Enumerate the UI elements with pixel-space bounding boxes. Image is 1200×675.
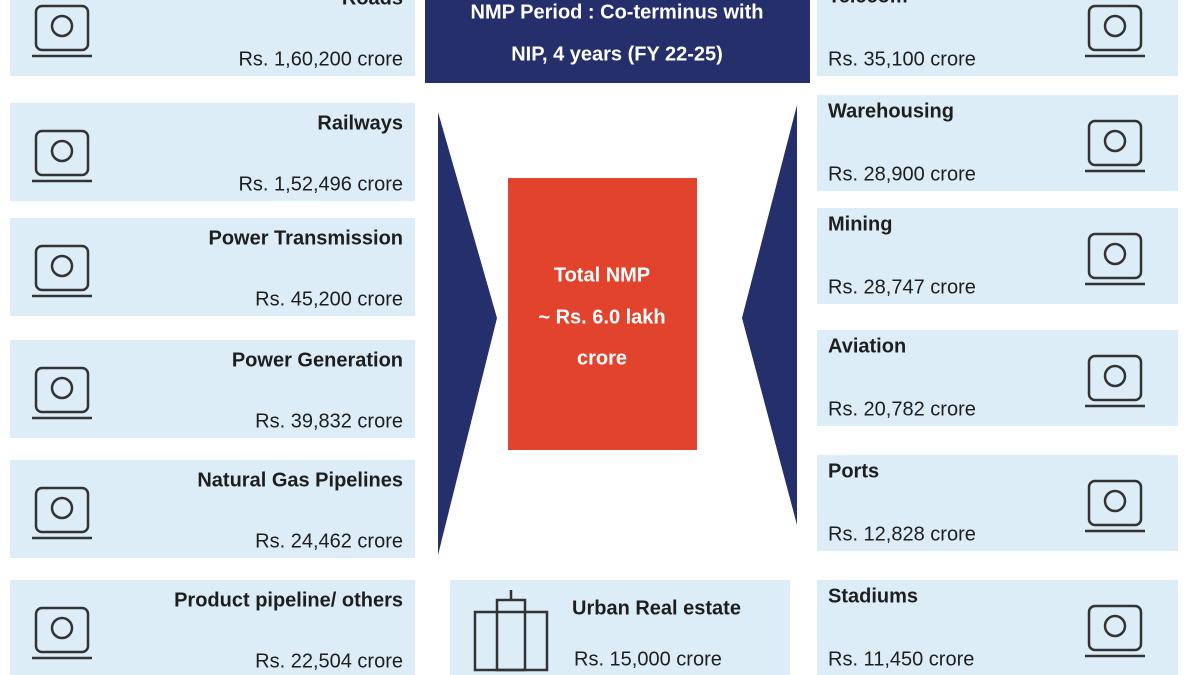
icon-shape: [1087, 119, 1143, 167]
total-line: crore: [577, 347, 627, 369]
card-icon: [32, 366, 92, 420]
sector-card: [10, 0, 415, 76]
urban-card: [450, 580, 790, 675]
urban-value: Rs. 15,000 crore: [574, 648, 722, 670]
header-line: NIP, 4 years (FY 22-25): [511, 43, 723, 65]
sector-name: Natural Gas Pipelines: [197, 469, 403, 491]
sector-card: [817, 580, 1178, 675]
right-arrow: [742, 105, 797, 525]
icon-shape: [1103, 242, 1127, 266]
card-icon: [1085, 4, 1145, 58]
sector-card: [10, 103, 415, 201]
icon-shape: [34, 129, 90, 177]
card-icon: [32, 486, 92, 540]
card-icon: [32, 244, 92, 298]
sector-card: [10, 460, 415, 558]
total-line: Total NMP: [554, 264, 650, 286]
sector-value: Rs. 28,747 crore: [828, 276, 976, 298]
icon-shape: [1103, 129, 1127, 153]
card-icon: [1085, 232, 1145, 286]
icon-shape: [1087, 354, 1143, 402]
total-box: [508, 178, 697, 450]
sector-name: Mining: [828, 213, 892, 235]
icon-shape: [1087, 604, 1143, 652]
card-icon: [1085, 604, 1145, 658]
sector-card: [817, 95, 1178, 191]
sector-name: Power Transmission: [208, 227, 403, 249]
icon-shape: [50, 139, 74, 163]
card-icon: [32, 4, 92, 58]
sector-value: Rs. 24,462 crore: [255, 530, 403, 552]
header-line: NMP Period : Co-terminus with: [471, 1, 764, 23]
sector-card: [817, 208, 1178, 304]
icon-shape: [34, 486, 90, 534]
sector-name: Product pipeline/ others: [174, 589, 403, 611]
sector-name: Warehousing: [828, 100, 954, 122]
sector-name: Telecom: [828, 0, 908, 7]
icon-shape: [1103, 489, 1127, 513]
building-icon: [473, 590, 549, 672]
icon-shape: [34, 366, 90, 414]
sector-card: [10, 340, 415, 438]
icon-shape: [34, 606, 90, 654]
left-arrow: [438, 112, 497, 555]
sector-name: Railways: [317, 112, 403, 134]
icon-shape: [1087, 479, 1143, 527]
icon-shape: [1103, 614, 1127, 638]
icon-shape: [50, 254, 74, 278]
sector-name: Power Generation: [232, 349, 403, 371]
icon-shape: [50, 376, 74, 400]
header-box: [425, 0, 810, 83]
total-line: ~ Rs. 6.0 lakh: [538, 306, 665, 328]
icon-shape: [1087, 4, 1143, 52]
sector-value: Rs. 45,200 crore: [255, 288, 403, 310]
sector-value: Rs. 22,504 crore: [255, 650, 403, 672]
sector-card: [10, 218, 415, 316]
card-icon: [1085, 479, 1145, 533]
icon-shape: [34, 244, 90, 292]
sector-card: [817, 330, 1178, 426]
card-icon: [32, 129, 92, 183]
sector-value: Rs. 28,900 crore: [828, 163, 976, 185]
urban-name: Urban Real estate: [572, 597, 741, 619]
sector-card: [817, 455, 1178, 551]
sector-value: Rs. 39,832 crore: [255, 410, 403, 432]
sector-value: Rs. 12,828 crore: [828, 523, 976, 545]
icon-shape: [1087, 232, 1143, 280]
sector-name: Roads: [342, 0, 403, 9]
icon-shape: [50, 14, 74, 38]
card-icon: [1085, 354, 1145, 408]
sector-value: Rs. 35,100 crore: [828, 48, 976, 70]
sector-card: [817, 0, 1178, 76]
sector-value: Rs. 11,450 crore: [828, 648, 974, 670]
icon-shape: [50, 616, 74, 640]
sector-name: Aviation: [828, 335, 906, 357]
icon-shape: [1103, 364, 1127, 388]
sector-name: Ports: [828, 460, 879, 482]
sector-value: Rs. 1,60,200 crore: [238, 48, 403, 70]
sector-value: Rs. 20,782 crore: [828, 398, 976, 420]
card-icon: [32, 606, 92, 660]
icon-shape: [1103, 14, 1127, 38]
icon-shape: [50, 496, 74, 520]
card-icon: [1085, 119, 1145, 173]
sector-name: Stadiums: [828, 585, 918, 607]
sector-value: Rs. 1,52,496 crore: [238, 173, 403, 195]
icon-shape: [34, 4, 90, 52]
